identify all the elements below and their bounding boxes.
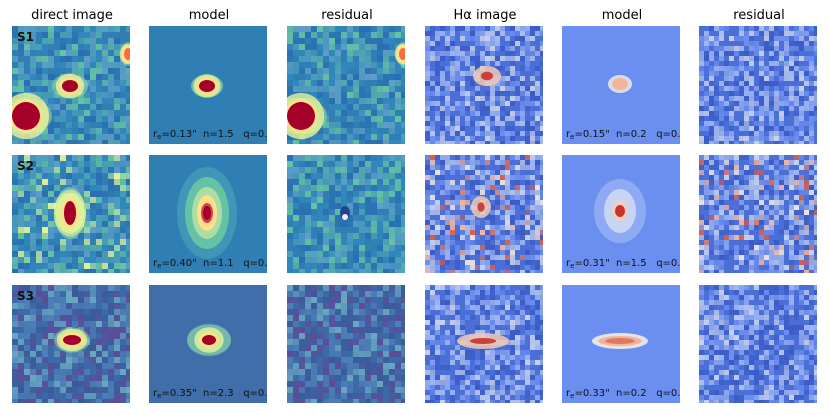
row-label: S2 [17,159,34,173]
q-value: q=0.1 [656,388,680,399]
col-title-residual: residual [321,8,373,23]
n-value: n=2.3 [203,388,244,399]
panel-s3-model2: re=0.33" n=0.2 q=0.1 [562,285,680,403]
panel-image [562,155,680,273]
source-blob [615,205,625,217]
panel-image [562,26,680,144]
panel-s2-resid2 [699,155,817,273]
re-subscript: e [157,392,162,400]
re-label: r [566,388,571,399]
re-subscript: e [157,133,162,141]
source-blob [12,102,40,130]
panel-image [562,285,680,403]
re-label: r [153,129,158,140]
source-blob [199,80,215,92]
panel-image [12,155,130,273]
source-blob [64,201,76,225]
re-subscript: e [570,133,575,141]
source-blob [469,338,497,344]
panel-s3-resid1 [287,285,405,403]
panel-s3-direct: S3 [12,285,130,403]
panel-image [12,26,130,144]
source-blob [63,335,81,345]
source-blob [202,335,216,345]
n-value: n=1.5 [616,258,657,269]
q-value: q=0.5 [243,129,267,140]
q-value: q=0.7 [656,258,680,269]
source-blob [287,102,315,130]
source-blob [481,71,493,81]
re-subscript: e [157,262,162,270]
col-title-halpha: Hα image [453,8,517,23]
source-blob [62,80,78,92]
panel-s2-model2: re=0.31" n=1.5 q=0.7 [562,155,680,273]
row-label: S3 [17,289,34,303]
re-value: =0.31" [574,258,617,269]
source-blob [203,206,211,220]
panel-image [425,285,543,403]
col-title-model-halpha: model [601,8,643,23]
panel-image [425,26,543,144]
row-label: S1 [17,30,34,44]
panel-image [287,26,405,144]
panel-s3-model1: re=0.35" n=2.3 q=0.4 [149,285,267,403]
re-subscript: e [570,392,575,400]
q-value: q=0.4 [243,388,267,399]
panel-image [425,155,543,273]
fit-parameters: re=0.40" n=1.1 q=0.6 [153,258,267,270]
fit-parameters: re=0.31" n=1.5 q=0.7 [566,258,680,270]
fit-parameters: re=0.15" n=0.2 q=0.7 [566,129,680,141]
panel-s2-model1: re=0.40" n=1.1 q=0.6 [149,155,267,273]
panel-image [149,26,267,144]
source-blob [399,48,405,60]
n-value: n=0.2 [616,129,657,140]
col-title-model: model [188,8,230,23]
panel-s3-resid2 [699,285,817,403]
panel-s1-resid1 [287,26,405,144]
source-blob [612,78,628,90]
panel-image [287,155,405,273]
re-label: r [153,388,158,399]
panel-s2-halpha [425,155,543,273]
panel-s1-model1: re=0.13" n=1.5 q=0.5 [149,26,267,144]
re-label: r [153,258,158,269]
source-blob [124,48,130,60]
panel-image [699,26,817,144]
re-value: =0.13" [161,129,204,140]
panel-image [12,285,130,403]
source-blob [477,202,485,212]
fit-parameters: re=0.35" n=2.3 q=0.4 [153,388,267,400]
q-value: q=0.6 [243,258,267,269]
n-value: n=1.5 [203,129,244,140]
source-blob [605,338,635,344]
re-label: r [566,258,571,269]
col-title-residual-halpha: residual [733,8,785,23]
panel-image [699,155,817,273]
re-value: =0.40" [161,258,204,269]
panel-image [149,155,267,273]
n-value: n=1.1 [203,258,244,269]
panel-s1-direct: S1 [12,26,130,144]
panel-s1-model2: re=0.15" n=0.2 q=0.7 [562,26,680,144]
q-value: q=0.7 [656,129,680,140]
panel-s1-resid2 [699,26,817,144]
re-value: =0.33" [574,388,617,399]
n-value: n=0.2 [616,388,657,399]
col-title-direct: direct image [31,8,113,23]
re-label: r [566,129,571,140]
panel-s2-resid1 [287,155,405,273]
panel-s3-halpha [425,285,543,403]
panel-image [287,285,405,403]
re-value: =0.15" [574,129,617,140]
panel-image [699,285,817,403]
panel-image [149,285,267,403]
re-subscript: e [570,262,575,270]
fit-parameters: re=0.33" n=0.2 q=0.1 [566,388,680,400]
panel-s1-halpha [425,26,543,144]
re-value: =0.35" [161,388,204,399]
panel-s2-direct: S2 [12,155,130,273]
fit-parameters: re=0.13" n=1.5 q=0.5 [153,129,267,141]
